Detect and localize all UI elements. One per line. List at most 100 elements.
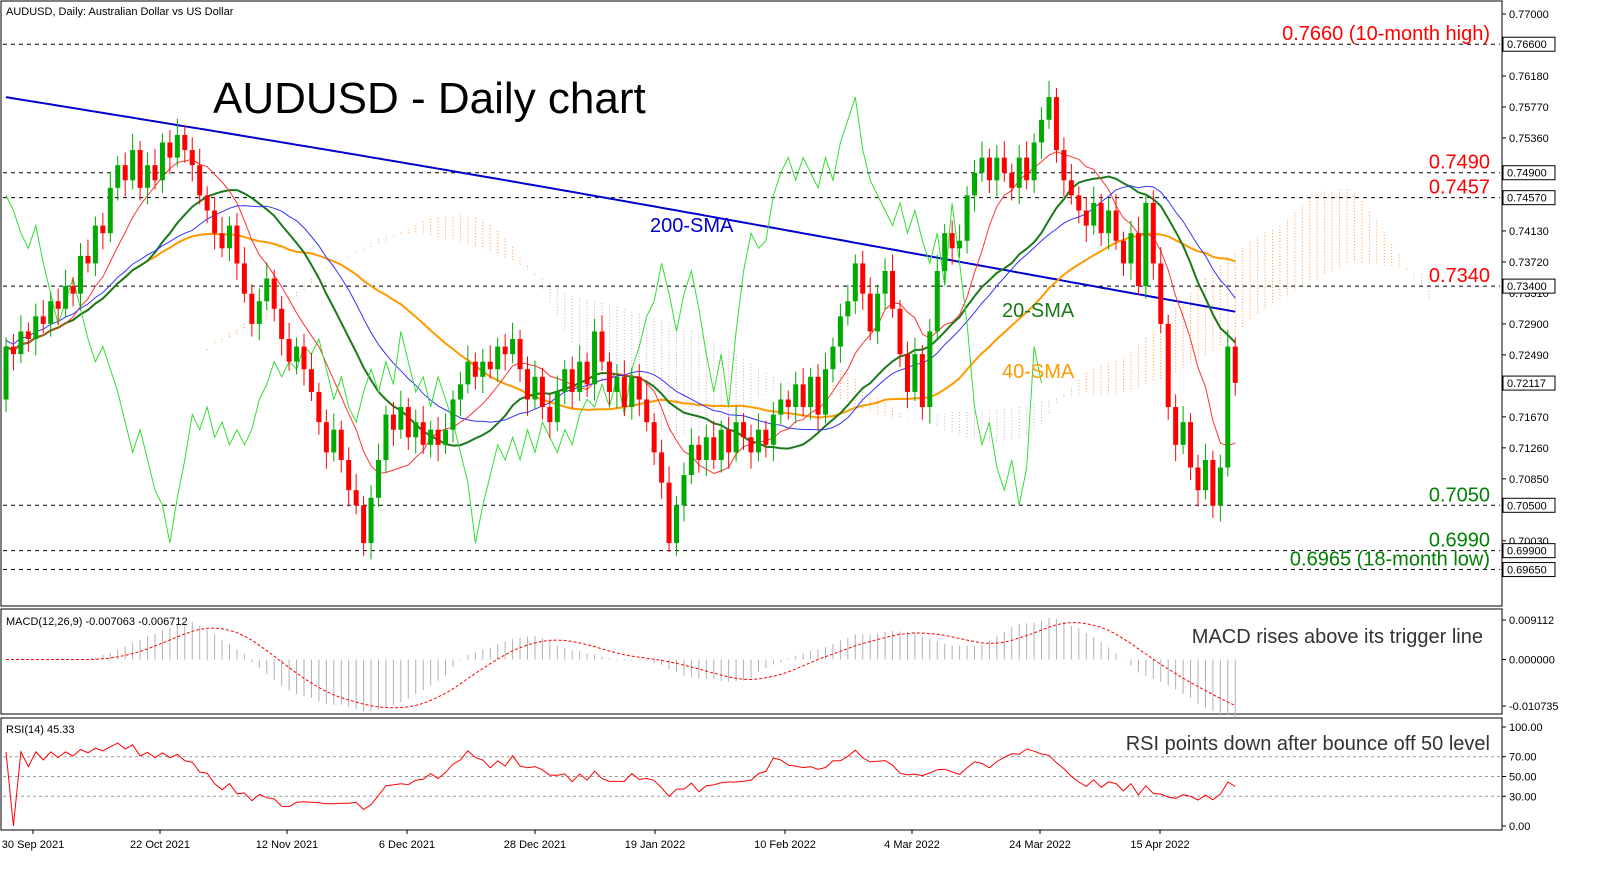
candle-body	[927, 331, 933, 408]
level-label: 0.7660 (10-month high)	[1282, 23, 1490, 45]
price-box-label: 0.73400	[1507, 281, 1547, 293]
level-label: 0.7457	[1429, 177, 1490, 199]
indicator-lines	[5, 96, 1237, 544]
candle-body	[882, 270, 888, 294]
candle-body	[688, 444, 694, 476]
candle-body	[703, 437, 709, 460]
price-tick-label: 0.72490	[1509, 350, 1549, 362]
price-box	[1502, 278, 1556, 294]
candle-body	[1121, 240, 1126, 264]
candle-body	[1098, 202, 1104, 234]
candle-body	[525, 369, 530, 400]
price-box-label: 0.72117	[1507, 378, 1546, 390]
candle-body	[249, 293, 255, 324]
candle-body	[1158, 263, 1164, 324]
rsi-label: RSI(14) 45.33	[6, 724, 74, 736]
candle-body	[107, 187, 113, 234]
candle-body	[353, 490, 359, 506]
sma20-line	[5, 175, 1237, 450]
candle-body	[137, 150, 143, 188]
symbol-header: AUDUSD, Daily: Australian Dollar vs US D…	[6, 6, 234, 18]
date-tick-label: 24 Mar 2022	[1009, 839, 1071, 851]
candle-body	[897, 308, 903, 355]
candle-body	[294, 346, 300, 362]
price-tick-label: 0.72900	[1509, 319, 1549, 331]
candle-body	[338, 429, 344, 460]
candle-body	[152, 165, 158, 181]
candle-body	[629, 376, 635, 408]
candle-body	[800, 384, 806, 408]
candle-body	[636, 376, 642, 400]
candle-body	[1128, 233, 1134, 264]
macd-signal-line	[6, 622, 1236, 709]
price-tick-label: 0.73720	[1509, 257, 1549, 269]
rsi-line	[5, 742, 1236, 827]
candle-body	[1053, 97, 1059, 151]
candle-body	[227, 225, 232, 249]
candle-body	[130, 150, 136, 181]
tenkan-line	[5, 151, 1236, 474]
candle-body	[1009, 172, 1015, 188]
candle-body	[256, 301, 262, 324]
price-tick-label: 0.77000	[1509, 9, 1549, 21]
candle-body	[912, 354, 918, 392]
candle-body	[502, 346, 508, 355]
chart-title: AUDUSD - Daily chart	[213, 74, 646, 123]
candle-body	[301, 346, 307, 370]
candle-body	[1232, 346, 1238, 383]
price-box	[1502, 562, 1556, 578]
candle-body	[763, 429, 769, 445]
macd-tick-label: 0.000000	[1509, 654, 1555, 666]
date-tick-label: 28 Dec 2021	[504, 839, 566, 851]
macd-panel: 0.009112 0.000000 -0.010735	[6, 615, 1559, 717]
price-tick-label: 0.70850	[1509, 474, 1549, 486]
candle-body	[785, 399, 791, 408]
candle-body	[875, 293, 881, 332]
candle-body	[808, 376, 814, 408]
candle-body	[569, 369, 575, 392]
date-tick-label: 4 Mar 2022	[884, 839, 940, 851]
rsi-panel: 100.00 70.00 50.00 30.00 0.00	[3, 722, 1543, 833]
price-box-label: 0.74570	[1507, 193, 1547, 205]
candle-body	[241, 263, 247, 294]
candle-body	[696, 444, 702, 460]
candle-body	[457, 384, 463, 400]
candle-body	[465, 361, 471, 385]
rsi-tick-label: 100.00	[1509, 722, 1543, 734]
price-box-label: 0.69650	[1507, 565, 1547, 577]
price-box	[1502, 375, 1556, 391]
price-box-label: 0.70500	[1507, 500, 1547, 512]
candle-body	[1225, 346, 1231, 468]
candle-body	[659, 452, 665, 483]
candle-body	[308, 369, 314, 392]
candles	[3, 80, 1238, 560]
date-axis: 30 Sep 2021 22 Oct 2021 12 Nov 2021 6 Dec 2…	[2, 830, 1190, 851]
candle-body	[755, 429, 761, 453]
candle-body	[934, 270, 940, 332]
candle-body	[539, 376, 545, 408]
candle-body	[1143, 202, 1149, 287]
candle-body	[234, 225, 240, 264]
candle-body	[994, 157, 1000, 181]
candle-body	[212, 210, 218, 234]
candle-body	[10, 346, 16, 355]
kijun-line	[5, 185, 1236, 431]
candle-body	[748, 437, 754, 453]
horizontal-levels: 0.7660 (10-month high) 0.7490 0.7457 0.7340…	[3, 23, 1500, 571]
date-tick-label: 10 Feb 2022	[754, 839, 816, 851]
candle-body	[733, 422, 739, 453]
candle-body	[674, 505, 679, 544]
price-box	[1502, 190, 1556, 206]
candle-body	[554, 391, 560, 423]
candle-body	[1001, 157, 1007, 173]
candle-body	[390, 414, 396, 430]
price-box-label: 0.74900	[1507, 168, 1547, 180]
candle-body	[443, 429, 449, 445]
candle-body	[1106, 210, 1112, 234]
price-tick-label: 0.75770	[1509, 102, 1549, 114]
candle-body	[823, 369, 828, 415]
date-tick-label: 22 Oct 2021	[130, 839, 190, 851]
candle-body	[778, 399, 784, 415]
candle-body	[651, 422, 657, 453]
candle-body	[1046, 97, 1052, 120]
